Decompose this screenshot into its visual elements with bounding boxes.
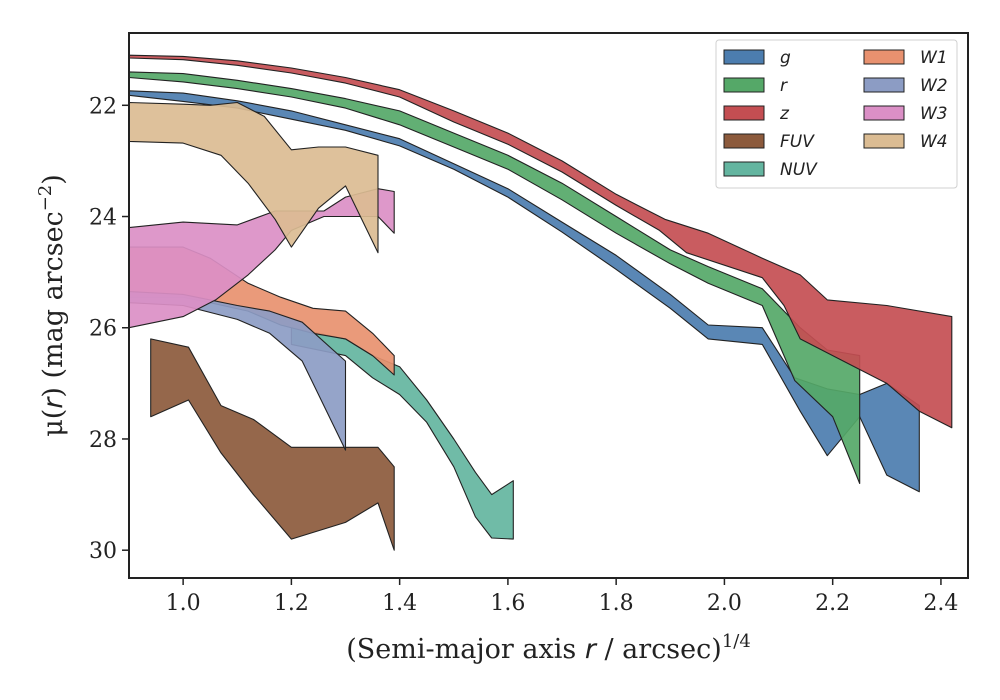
x-tick-label: 1.8 <box>599 591 634 616</box>
legend-swatch-w1 <box>863 49 905 65</box>
x-tick-label: 1.4 <box>382 591 417 616</box>
plot-frame <box>128 32 969 579</box>
legend-label-w3: W3 <box>920 104 948 124</box>
y-tick-label: 28 <box>89 428 117 453</box>
y-tick-label: 26 <box>89 317 117 342</box>
y-tick-label: 30 <box>89 539 117 564</box>
legend: grz FUV NUV W1 W2 W3 W4 <box>715 39 958 189</box>
legend-label-w2: W2 <box>920 76 948 96</box>
legend-swatch-w2 <box>863 77 905 93</box>
legend-swatch-fuv <box>723 133 765 149</box>
legend-label-g: g <box>780 48 791 68</box>
legend-label-z: z <box>779 104 790 124</box>
x-axis-label: (Semi-major axis r / arcsec)1/4 <box>346 631 751 665</box>
legend-swatch-w3 <box>863 105 905 121</box>
legend-frame <box>715 39 958 189</box>
series-bands <box>128 54 953 551</box>
legend-label-fuv: FUV <box>780 132 815 152</box>
x-tick-label: 1.0 <box>166 591 201 616</box>
band-fuv <box>150 338 395 551</box>
legend-swatch-nuv <box>723 161 765 177</box>
x-tick-label: 1.2 <box>274 591 309 616</box>
legend-swatch-z <box>723 105 765 121</box>
y-axis: 22 24 26 28 30 <box>89 94 129 564</box>
y-tick-label: 22 <box>89 94 117 119</box>
legend-label-w1: W1 <box>920 48 948 68</box>
y-tick-label: 24 <box>89 206 117 231</box>
band-z <box>128 54 953 429</box>
legend-label-nuv: NUV <box>780 160 818 180</box>
band-g <box>128 90 920 493</box>
x-tick-label: 2.4 <box>923 591 958 616</box>
x-tick-label: 2.0 <box>707 591 742 616</box>
legend-label-w4: W4 <box>920 132 948 152</box>
legend-swatch-g <box>723 49 765 65</box>
legend-swatch-r <box>723 77 765 93</box>
x-axis: 1.0 1.2 1.4 1.6 1.8 2.0 2.2 2.4 <box>166 578 958 616</box>
x-tick-label: 2.2 <box>815 591 850 616</box>
x-tick-label: 1.6 <box>490 591 525 616</box>
band-r <box>128 71 861 485</box>
legend-swatch-w4 <box>863 133 905 149</box>
y-axis-label: μ(r) (mag arcsec−2) <box>35 174 69 437</box>
legend-label-r: r <box>780 76 788 96</box>
band-w4 <box>128 101 379 254</box>
